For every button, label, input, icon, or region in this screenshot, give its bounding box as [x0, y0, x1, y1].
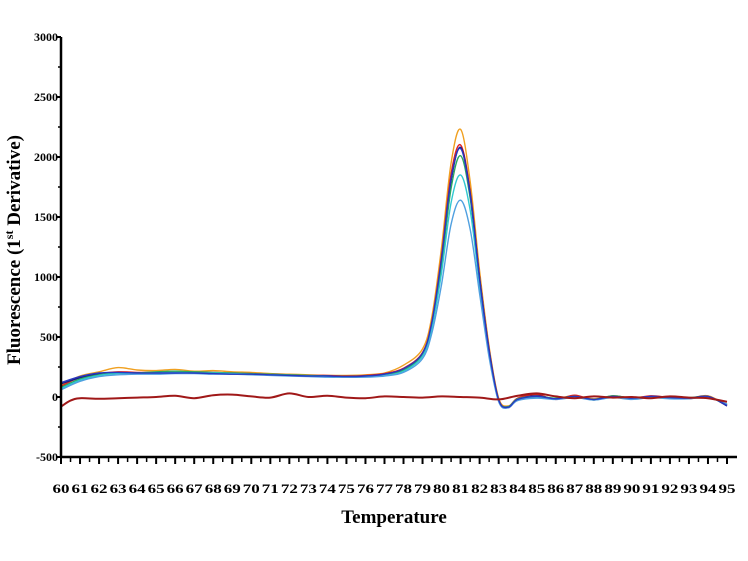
x-tick-label: 78	[395, 481, 413, 496]
x-tick-label: 65	[148, 481, 166, 496]
x-tick-label: 68	[205, 481, 223, 496]
series-layer	[60, 128, 728, 409]
x-tick-label: 76	[357, 481, 375, 496]
axis-layer	[59, 37, 737, 459]
series-line-2	[60, 143, 728, 408]
x-tick-label: 70	[243, 481, 260, 496]
x-tick-label: 92	[661, 481, 678, 496]
x-tick-label: 72	[281, 481, 298, 496]
y-axis-title: Fluorescence (1st Derivative)	[2, 135, 25, 365]
x-tick-label: 63	[110, 481, 128, 496]
x-tick-label: 67	[186, 481, 204, 496]
x-tick-label: 79	[414, 481, 432, 496]
x-tick-label: 74	[319, 481, 337, 496]
x-tick-label: 90	[623, 481, 640, 496]
x-tick-label: 86	[547, 481, 565, 496]
y-tick-label: 1500	[34, 210, 58, 224]
y-tick-label: -500	[36, 450, 58, 464]
series-line-3	[60, 146, 728, 409]
x-tick-label: 82	[471, 481, 488, 496]
x-tick-label: 87	[566, 481, 584, 496]
y-ticks: -500 0 500 1000 1500 2000 2500 3000	[34, 30, 61, 464]
x-tick-label: 84	[509, 481, 527, 496]
y-tick-label: 500	[40, 330, 58, 344]
x-tick-label: 94	[699, 481, 717, 496]
x-tick-label: 80	[433, 481, 450, 496]
x-tick-label: 81	[452, 481, 469, 496]
y-axis-title-end: Derivative)	[4, 135, 25, 230]
y-tick-label: 1000	[34, 270, 58, 284]
y-tick-label: 2000	[34, 150, 58, 164]
x-tick-label: 77	[376, 481, 394, 496]
x-axis-title: Temperature	[341, 507, 447, 528]
x-tick-label: 88	[585, 481, 603, 496]
x-tick-label: 93	[680, 481, 698, 496]
y-tick-label: 0	[52, 390, 58, 404]
y-axis-title-main: Fluorescence (1	[4, 239, 25, 365]
x-tick-label: 66	[167, 481, 185, 496]
x-tick-label: 62	[91, 481, 108, 496]
x-tick-label: 85	[528, 481, 546, 496]
y-tick-label: 2500	[34, 90, 58, 104]
y-axis-title-superscript: st	[2, 231, 16, 240]
x-tick-label: 64	[129, 481, 147, 496]
y-tick-label: 3000	[34, 30, 58, 44]
series-line-7	[60, 147, 728, 409]
series-line-8	[60, 392, 728, 408]
x-tick-label: 89	[604, 481, 622, 496]
series-line-6	[60, 199, 728, 409]
series-line-1	[60, 128, 728, 407]
x-tick-label: 69	[224, 481, 242, 496]
x-tick-label: 83	[490, 481, 508, 496]
x-tick-label: 91	[642, 481, 659, 496]
x-tick-label: 95	[719, 481, 737, 496]
x-tick-label: 60	[53, 481, 70, 496]
x-tick-label: 71	[262, 481, 279, 496]
x-ticks: 60 61 62 63 64 65 66 67 68 69 70 71 72 73 74 75 76 77 78 79…	[53, 457, 737, 496]
x-tick-label: 75	[338, 481, 356, 496]
x-tick-label: 61	[72, 481, 89, 496]
x-tick-label: 73	[300, 481, 318, 496]
